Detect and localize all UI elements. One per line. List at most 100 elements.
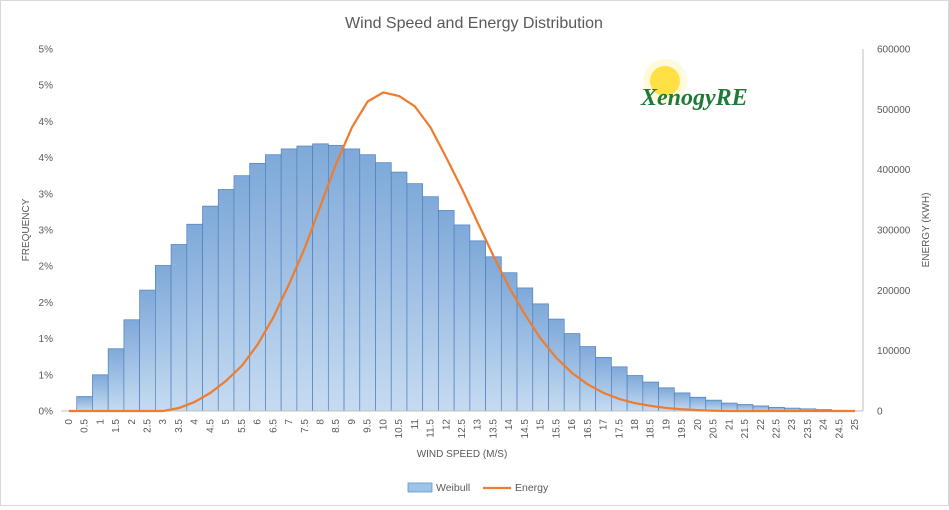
x-tick-label: 9	[347, 419, 358, 425]
weibull-bar	[265, 154, 282, 412]
x-tick-label: 19	[661, 419, 672, 431]
y2-tick-label: 500000	[877, 105, 911, 116]
xenogyre-logo: XenogyRE	[640, 59, 748, 111]
x-tick-label: 12	[441, 419, 452, 431]
y2-axis-tick-labels: 0 100000 200000 300000 400000 500000 600000	[877, 45, 911, 418]
x-tick-label: 7	[284, 419, 295, 425]
y2-tick-label: 300000	[877, 226, 911, 237]
x-tick-label: 19.5	[677, 419, 688, 439]
weibull-bar	[202, 205, 219, 412]
x-tick-label: 8	[315, 419, 326, 425]
legend-weibull-label: Weibull	[436, 482, 470, 494]
x-tick-label: 23	[787, 419, 798, 431]
x-tick-label: 12.5	[457, 419, 468, 439]
x-tick-label: 17.5	[614, 419, 625, 439]
y-tick-label: 3%	[39, 226, 54, 237]
weibull-bar	[611, 366, 628, 412]
x-tick-label: 21.5	[740, 419, 751, 439]
y-tick-label: 0%	[39, 407, 54, 418]
weibull-bar	[327, 144, 345, 412]
x-tick-label: 18.5	[646, 419, 657, 439]
weibull-bar	[107, 348, 125, 412]
weibull-bar	[186, 223, 203, 412]
x-axis-tick-labels: 0 0.5 1 1.5 2 2.5 3 3.5 4 4.5 5 5.5 6 6.5 7 7.5 8 8.5 9 9.5…	[64, 419, 861, 439]
x-tick-label: 5.5	[237, 419, 248, 433]
y2-tick-label: 200000	[877, 286, 911, 297]
x-tick-label: 0.5	[80, 419, 91, 433]
y-tick-label: 5%	[39, 45, 54, 56]
x-tick-label: 0	[64, 419, 75, 425]
x-tick-label: 2	[127, 419, 138, 425]
weibull-bar	[390, 171, 408, 412]
x-tick-label: 21	[724, 419, 735, 431]
x-tick-label: 24	[819, 419, 830, 431]
x-tick-label: 4	[190, 419, 201, 425]
x-tick-label: 13	[473, 419, 484, 431]
plot-area	[61, 49, 864, 413]
x-tick-label: 10.5	[394, 419, 405, 439]
y-tick-label: 1%	[39, 370, 54, 381]
y2-tick-label: 100000	[877, 346, 911, 357]
weibull-bar	[485, 256, 502, 412]
x-tick-label: 23.5	[803, 419, 814, 439]
y2-tick-label: 0	[877, 407, 883, 418]
x-tick-label: 22	[756, 419, 767, 431]
y-tick-label: 2%	[39, 298, 54, 309]
y-axis-label: FREQUENCY	[21, 198, 32, 261]
x-tick-label: 3.5	[174, 419, 185, 433]
x-tick-label: 18	[630, 419, 641, 431]
y-tick-label: 4%	[39, 153, 54, 164]
x-tick-label: 1	[95, 419, 106, 425]
y2-axis-label: ENERGY (KWH)	[921, 193, 932, 268]
legend-weibull-swatch	[407, 482, 433, 493]
weibull-bar	[359, 154, 376, 412]
weibull-bar	[626, 375, 644, 412]
x-tick-label: 1.5	[111, 419, 122, 433]
x-tick-label: 11.5	[426, 419, 437, 438]
energy-line	[68, 91, 856, 413]
weibull-bar	[170, 244, 188, 412]
weibull-bar	[123, 319, 140, 412]
y-tick-label: 2%	[39, 262, 54, 273]
weibull-bar	[233, 175, 251, 412]
weibull-bar	[296, 145, 313, 412]
x-tick-label: 8.5	[331, 419, 342, 433]
x-tick-label: 6.5	[268, 419, 279, 433]
chart-title: Wind Speed and Energy Distribution	[345, 15, 603, 32]
weibull-bar	[453, 224, 471, 412]
x-tick-label: 5	[221, 419, 232, 425]
y-axis-tick-labels: 0% 1% 1% 2% 2% 3% 3% 4% 4% 5% 5%	[39, 45, 54, 418]
legend: Weibull Energy	[407, 482, 549, 494]
x-tick-label: 3	[158, 419, 169, 425]
x-tick-label: 6	[253, 419, 264, 425]
x-tick-label: 16.5	[583, 419, 594, 439]
y-tick-label: 5%	[39, 81, 54, 92]
weibull-bar	[76, 396, 93, 412]
weibull-bar	[139, 289, 156, 412]
x-tick-label: 9.5	[363, 419, 374, 433]
weibull-bar	[500, 272, 518, 412]
weibull-bar	[280, 148, 298, 412]
weibull-bar	[155, 265, 172, 412]
x-tick-label: 14.5	[520, 419, 531, 439]
weibull-bar	[548, 318, 565, 412]
weibull-bar	[406, 183, 424, 412]
x-tick-label: 15	[536, 419, 547, 431]
x-axis-label: WIND SPEED (M/S)	[417, 449, 508, 460]
x-tick-label: 17	[599, 419, 610, 431]
x-tick-label: 10	[378, 419, 389, 431]
x-tick-label: 15.5	[551, 419, 562, 439]
weibull-bar	[579, 346, 597, 412]
x-tick-label: 2.5	[142, 419, 153, 433]
weibull-bar	[312, 143, 329, 412]
weibull-bar	[422, 196, 439, 412]
y-tick-label: 1%	[39, 334, 54, 345]
weibull-bar	[217, 189, 235, 412]
x-tick-label: 22.5	[772, 419, 783, 439]
x-tick-label: 20	[693, 419, 704, 431]
legend-energy-label: Energy	[515, 482, 549, 494]
y-tick-label: 4%	[39, 117, 54, 128]
weibull-bars	[76, 143, 848, 412]
